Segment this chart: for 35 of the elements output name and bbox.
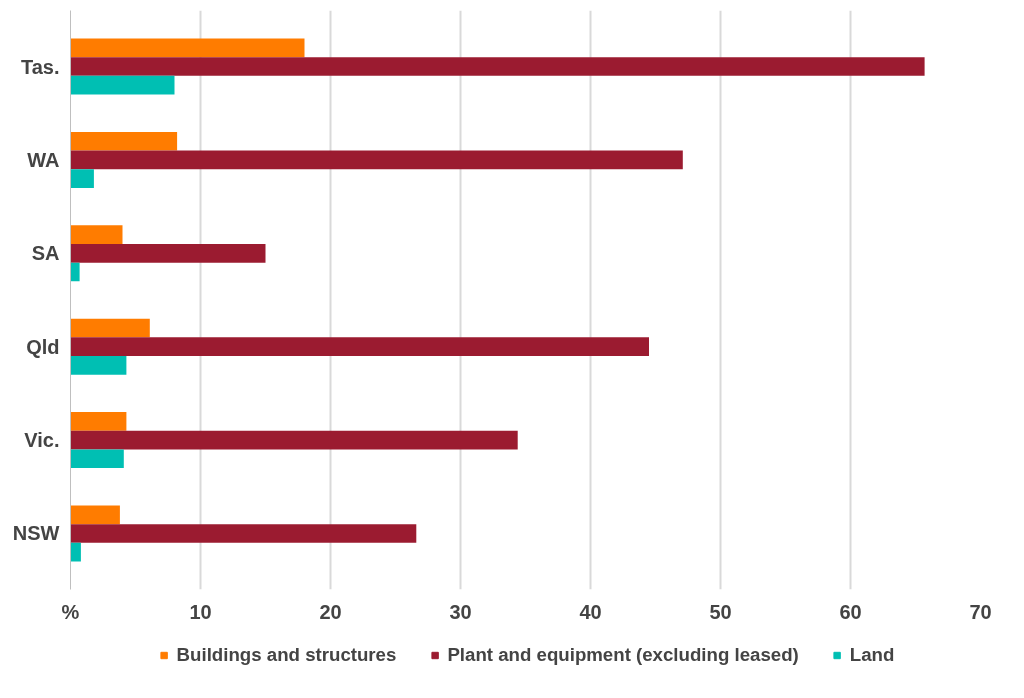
y-tick-label: Vic. bbox=[24, 429, 60, 452]
bar bbox=[70, 542, 81, 562]
y-tick-label: Qld bbox=[26, 335, 60, 358]
bar bbox=[70, 337, 649, 357]
legend-label: Plant and equipment (excluding leased) bbox=[447, 644, 799, 666]
bar bbox=[70, 318, 150, 338]
legend-label: Buildings and structures bbox=[176, 644, 397, 666]
bar bbox=[70, 75, 175, 95]
y-tick-label: NSW bbox=[12, 522, 60, 545]
bar bbox=[70, 505, 120, 525]
bar bbox=[70, 38, 305, 58]
bar bbox=[70, 169, 94, 188]
bar bbox=[70, 243, 266, 263]
x-tick-label: 60 bbox=[839, 600, 862, 623]
bar bbox=[70, 356, 127, 375]
bar bbox=[70, 150, 683, 170]
y-tick-label: WA bbox=[27, 148, 60, 171]
x-tick-label: 30 bbox=[449, 600, 472, 623]
x-tick-label: 50 bbox=[709, 600, 732, 623]
legend-label: Land bbox=[849, 644, 895, 666]
x-tick-label: 70 bbox=[969, 600, 992, 623]
bar bbox=[70, 412, 127, 431]
bar bbox=[70, 225, 123, 244]
bar bbox=[70, 524, 417, 543]
bar bbox=[70, 131, 178, 151]
bar bbox=[70, 262, 80, 282]
x-tick-label: 40 bbox=[579, 600, 602, 623]
x-tick-label: 20 bbox=[319, 600, 342, 623]
y-tick-label: SA bbox=[31, 242, 60, 265]
x-tick-label: % bbox=[61, 600, 80, 623]
y-tick-label: Tas. bbox=[20, 55, 60, 78]
bar bbox=[70, 449, 124, 469]
bar bbox=[70, 430, 518, 450]
bar bbox=[70, 57, 925, 76]
x-tick-label: 10 bbox=[189, 600, 212, 623]
